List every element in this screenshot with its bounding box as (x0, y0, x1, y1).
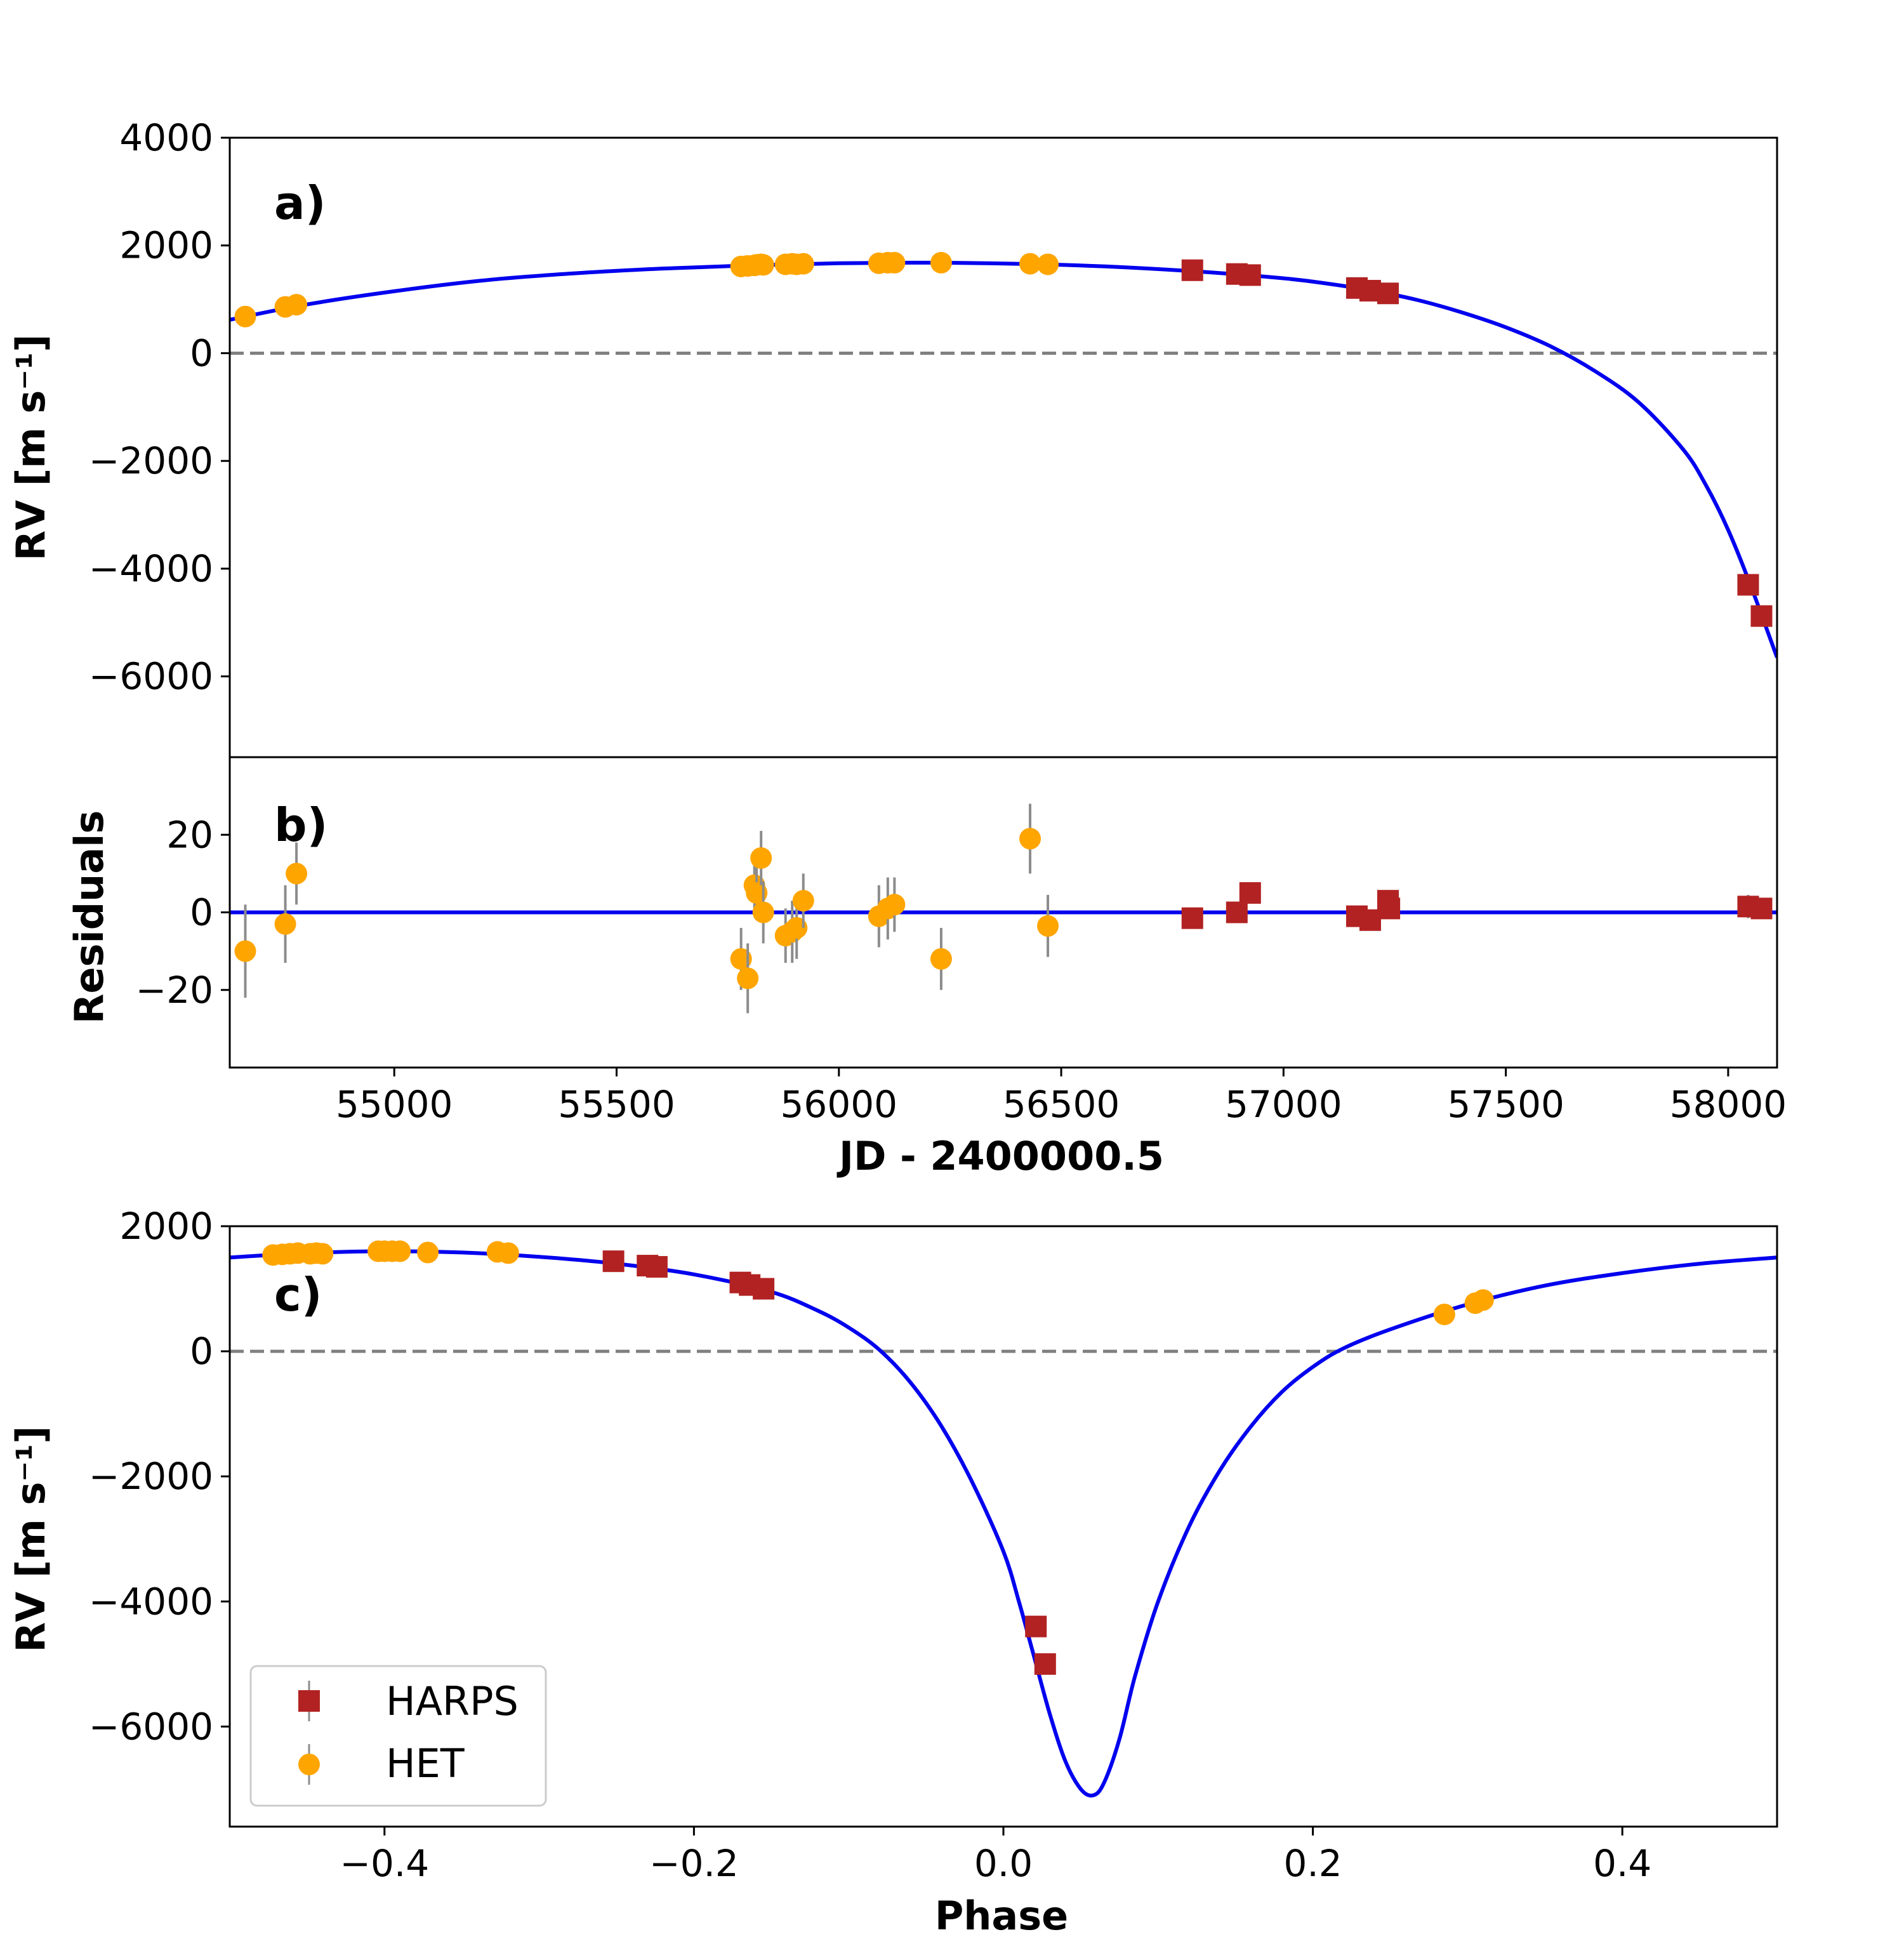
legend-box (249, 1665, 547, 1807)
model-curve (230, 1249, 1777, 1798)
x-tick-label: −0.2 (649, 1842, 739, 1885)
panel-c-plot: 2000 0 −2000 −4000 −6000 −0.4 −0.2 0.0 0.2 0.4 (89, 1205, 1778, 1885)
het-point (497, 1242, 519, 1264)
het-point (389, 1240, 411, 1262)
harps-point (602, 1250, 625, 1273)
x-tick-label: 0.2 (1283, 1842, 1342, 1885)
het-point (286, 863, 308, 885)
legend-harps-marker (298, 1690, 320, 1712)
het-point (1472, 1289, 1494, 1311)
het-point (930, 948, 952, 970)
legend-entry-harps: HARPS (298, 1678, 519, 1724)
harps-point (1377, 282, 1399, 305)
panel-c-label: c) (274, 1268, 322, 1321)
panel-a-data (230, 251, 1777, 659)
het-point (312, 1243, 334, 1265)
panel-a-frame (228, 136, 1778, 758)
het-point (274, 913, 296, 935)
y-tick-label: 0 (190, 1330, 213, 1373)
het-point (792, 253, 814, 275)
y-tick-label: −4000 (89, 1580, 213, 1623)
panel-b-plot: 20 0 −20 55000 55500 56000 56500 57000 57500 5800… (136, 756, 1787, 1126)
x-tick-label: 56000 (781, 1083, 898, 1126)
het-point (786, 916, 808, 939)
harps-point (1750, 897, 1773, 920)
y-tick-label: −2000 (89, 439, 213, 482)
het-point (883, 894, 906, 916)
y-tick-label: −6000 (89, 1705, 213, 1748)
x-tick-label: 0.4 (1593, 1842, 1651, 1885)
harps-point (645, 1256, 668, 1278)
het-point (792, 890, 814, 912)
het-point (883, 251, 906, 274)
x-tick-label: 55500 (558, 1083, 675, 1126)
het-point (417, 1241, 439, 1264)
het-point (286, 294, 308, 316)
y-tick-label: 20 (166, 813, 213, 856)
panel-b-label: b) (274, 798, 327, 852)
panel-b-xlabel: JD - 2400000.5 (836, 1133, 1164, 1179)
harps-point (1737, 574, 1759, 596)
het-point (1019, 828, 1041, 850)
panel-b-ylabel: Residuals (66, 810, 112, 1024)
harps-point (1181, 259, 1203, 281)
het-point (737, 967, 759, 989)
panel-c-data (230, 1240, 1777, 1798)
legend-entry-het: HET (298, 1740, 465, 1787)
het-point (752, 254, 774, 276)
harps-point (1034, 1653, 1056, 1675)
x-tick-label: 56500 (1003, 1083, 1120, 1126)
x-tick-label: 57500 (1447, 1083, 1564, 1126)
y-tick-label: 2000 (119, 1205, 213, 1248)
panel-a-plot: 4000 2000 0 −2000 −4000 −6000 (89, 116, 1778, 758)
panel-c: 2000 0 −2000 −4000 −6000 −0.4 −0.2 0.0 0.2 0.4 c)… (8, 1205, 1778, 1939)
het-point (930, 251, 952, 274)
y-tick-label: −6000 (89, 655, 213, 698)
model-curve (230, 260, 1777, 659)
y-tick-label: −20 (136, 969, 213, 1012)
legend-harps-label: HARPS (386, 1678, 519, 1724)
harps-point (1181, 907, 1203, 929)
y-tick-label: −2000 (89, 1455, 213, 1498)
legend: HARPS HET (249, 1665, 547, 1807)
harps-point (1378, 897, 1401, 920)
legend-het-marker (298, 1754, 320, 1775)
harps-point (753, 1278, 775, 1300)
het-point (1037, 253, 1059, 275)
panel-a: 4000 2000 0 −2000 −4000 −6000 a) RV [m s⁻¹] (8, 116, 1778, 758)
y-tick-label: 0 (190, 331, 213, 374)
harps-point (1239, 882, 1261, 904)
panel-c-xlabel: Phase (935, 1893, 1068, 1939)
het-point (234, 940, 256, 962)
het-point (1019, 253, 1041, 275)
legend-het-label: HET (386, 1740, 465, 1787)
panel-b: 20 0 −20 55000 55500 56000 56500 57000 57500 5800… (66, 756, 1787, 1179)
harps-point (1239, 264, 1261, 286)
het-point (234, 305, 256, 327)
x-tick-label: 57000 (1225, 1083, 1342, 1126)
het-point (752, 901, 774, 923)
x-tick-label: 0.0 (974, 1842, 1033, 1885)
panel-c-ylabel: RV [m s⁻¹] (8, 1426, 54, 1653)
het-point (750, 847, 772, 869)
het-point (730, 948, 752, 970)
x-tick-label: −0.4 (340, 1842, 429, 1885)
panel-a-ylabel: RV [m s⁻¹] (8, 334, 54, 561)
panel-a-label: a) (274, 176, 326, 230)
panel-b-data (230, 804, 1777, 1014)
y-tick-label: −4000 (89, 547, 213, 590)
x-tick-label: 58000 (1670, 1083, 1787, 1126)
y-tick-label: 0 (190, 891, 213, 934)
x-tick-label: 55000 (336, 1083, 453, 1126)
harps-point (1025, 1615, 1047, 1637)
het-point (746, 882, 768, 904)
y-tick-label: 2000 (119, 224, 213, 267)
het-point (1037, 915, 1059, 937)
harps-point (1226, 901, 1248, 923)
y-tick-label: 4000 (119, 116, 213, 159)
het-point (1433, 1303, 1455, 1325)
harps-point (1750, 605, 1773, 627)
harps-point (1359, 909, 1381, 931)
